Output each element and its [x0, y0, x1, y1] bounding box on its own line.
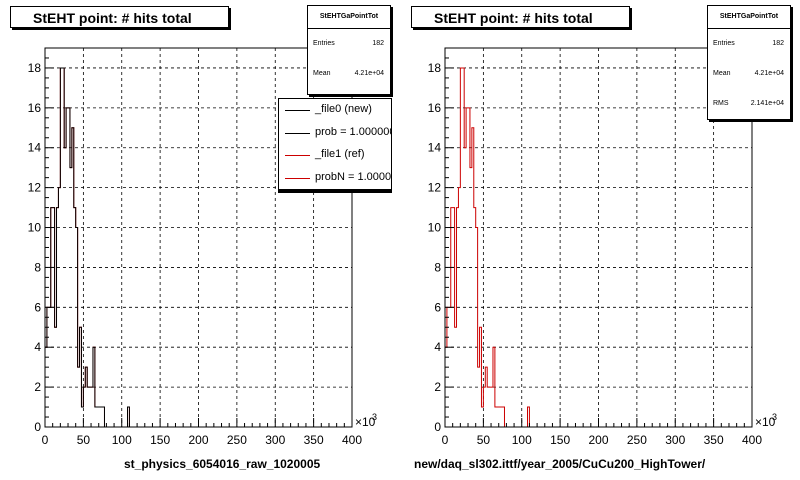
stats-box-right: StEHTGaPointTot Entries 182 Mean 4.21e+0…: [707, 5, 791, 120]
plot-title-right: StEHT point: # hits total: [411, 6, 630, 28]
legend-swatch-red: [285, 155, 310, 156]
x-tick-label: 150: [150, 433, 170, 447]
y-tick-label: 2: [434, 380, 441, 394]
y-tick-label: 0: [434, 420, 441, 434]
y-tick-label: 2: [34, 380, 41, 394]
y-tick-label: 12: [28, 181, 42, 195]
y-tick-label: 4: [34, 340, 41, 354]
stats-entries-label: Entries: [713, 40, 735, 47]
x-tick-label: 200: [188, 433, 208, 447]
y-tick-label: 14: [28, 141, 42, 155]
bottom-footer-text: [5, 469, 145, 477]
legend-swatch-black: [285, 132, 310, 134]
x-tick-label: 0: [42, 433, 49, 447]
y-tick-label: 12: [428, 181, 442, 195]
legend-swatch-red: [285, 177, 310, 179]
x-tick-label: 250: [227, 433, 247, 447]
x-tick-label: 50: [477, 433, 491, 447]
stats-entries-value: 182: [772, 40, 784, 47]
x-tick-label: 400: [342, 433, 362, 447]
x-tick-label: 400: [742, 433, 762, 447]
stats-mean-label: Mean: [313, 70, 331, 77]
legend-label: _file0 (new): [315, 103, 372, 115]
stats-mean-row-right: Mean 4.21e+04: [708, 59, 790, 89]
x-tick-label: 100: [112, 433, 132, 447]
stats-entries-label: Entries: [313, 40, 335, 47]
stats-entries-row-left: Entries 182: [308, 29, 390, 59]
y-tick-label: 16: [28, 101, 42, 115]
y-tick-label: 8: [434, 260, 441, 274]
x-exponent-label: ×10: [755, 415, 776, 429]
y-tick-label: 18: [28, 61, 42, 75]
legend-swatch-black: [285, 110, 310, 111]
stats-box-left: StEHTGaPointTot Entries 182 Mean 4.21e+0…: [307, 5, 391, 95]
plot-title-right-text: StEHT point: # hits total: [434, 10, 593, 26]
y-tick-label: 14: [428, 141, 442, 155]
stats-rms-label: RMS: [713, 100, 729, 107]
stats-name-left: StEHTGaPointTot: [308, 6, 390, 29]
legend-label: prob = 1.000000: [315, 125, 392, 138]
x-tick-label: 150: [550, 433, 570, 447]
x-exponent-power: 3: [772, 412, 777, 422]
stats-name-right: StEHTGaPointTot: [708, 6, 790, 29]
legend-entry-prob: prob = 1.000000: [279, 122, 391, 145]
y-tick-label: 6: [34, 300, 41, 314]
legend-entry-file0: _file0 (new): [279, 99, 391, 122]
stats-rms-row-right: RMS 2.141e+04: [708, 89, 790, 119]
x-tick-label: 250: [627, 433, 647, 447]
stats-mean-label: Mean: [713, 70, 731, 77]
xaxis-title-right: new/daq_sl302.ittf/year_2005/CuCu200_Hig…: [414, 457, 706, 471]
x-tick-label: 350: [704, 433, 724, 447]
y-tick-label: 16: [428, 101, 442, 115]
plot-title-left-text: StEHT point: # hits total: [33, 10, 192, 26]
stats-mean-value: 4.21e+04: [754, 70, 784, 77]
x-tick-label: 200: [588, 433, 608, 447]
stats-entries-value: 182: [372, 40, 384, 47]
legend-entry-file1: _file1 (ref): [279, 144, 391, 167]
stats-mean-value: 4.21e+04: [354, 70, 384, 77]
y-tick-label: 4: [434, 340, 441, 354]
xaxis-title-left: st_physics_6054016_raw_1020005: [124, 457, 321, 471]
legend-left: _file0 (new) prob = 1.000000 _file1 (ref…: [278, 98, 392, 190]
y-tick-label: 10: [28, 221, 42, 235]
legend-label: probN = 1.000000: [315, 170, 392, 183]
y-tick-label: 0: [34, 420, 41, 434]
x-tick-label: 50: [77, 433, 91, 447]
x-tick-label: 100: [512, 433, 532, 447]
x-tick-label: 0: [442, 433, 449, 447]
x-tick-label: 300: [265, 433, 285, 447]
plot-area: [445, 48, 752, 427]
y-tick-label: 6: [434, 300, 441, 314]
x-tick-label: 300: [665, 433, 685, 447]
y-tick-label: 10: [428, 221, 442, 235]
x-tick-label: 350: [304, 433, 324, 447]
legend-entry-probN: probN = 1.000000: [279, 167, 391, 190]
y-tick-label: 8: [34, 260, 41, 274]
x-exponent-label: ×10: [355, 415, 376, 429]
x-exponent-power: 3: [372, 412, 377, 422]
stats-mean-row-left: Mean 4.21e+04: [308, 59, 390, 89]
plot-title-left: StEHT point: # hits total: [10, 6, 229, 28]
stats-rms-value: 2.141e+04: [750, 100, 784, 107]
y-tick-label: 18: [428, 61, 442, 75]
stats-entries-row-right: Entries 182: [708, 29, 790, 59]
legend-label: _file1 (ref): [315, 148, 365, 160]
